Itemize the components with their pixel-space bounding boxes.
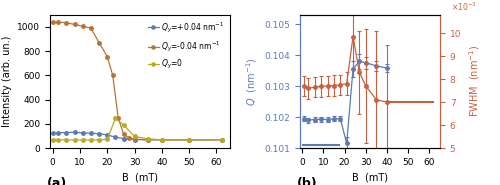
$Q_y$=-0.04 nm$^{-1}$ — [104, 56, 110, 58]
$Q_y$=+0.04 nm$^{-1}$ — [145, 139, 151, 141]
$Q_y$=+0.04 nm$^{-1}$ — [219, 139, 225, 141]
$Q_y$=+0.04 nm$^{-1}$ — [104, 134, 110, 136]
$Q_y$=-0.04 nm$^{-1}$ — [132, 138, 138, 140]
$Q_y$=0 — [145, 138, 151, 140]
Line: $Q_y$=0: $Q_y$=0 — [51, 117, 224, 142]
$Q_y$=0 — [50, 139, 56, 141]
$Q_y$=-0.04 nm$^{-1}$ — [145, 139, 151, 141]
$Q_y$=-0.04 nm$^{-1}$ — [80, 25, 86, 27]
$Q_y$=0 — [132, 135, 138, 138]
$Q_y$=0 — [219, 139, 225, 141]
$Q_y$=-0.04 nm$^{-1}$ — [64, 22, 70, 24]
$Q_y$=+0.04 nm$^{-1}$ — [88, 132, 94, 134]
$Q_y$=-0.04 nm$^{-1}$ — [159, 139, 165, 141]
$Q_y$=-0.04 nm$^{-1}$ — [88, 27, 94, 29]
$Q_y$=+0.04 nm$^{-1}$ — [112, 136, 118, 138]
$Q_y$=0 — [80, 139, 86, 141]
$Q_y$=+0.04 nm$^{-1}$ — [96, 133, 102, 135]
$Q_y$=0 — [72, 139, 78, 141]
Text: (b): (b) — [297, 177, 318, 185]
$Q_y$=-0.04 nm$^{-1}$ — [110, 74, 116, 76]
$Q_y$=+0.04 nm$^{-1}$ — [120, 137, 126, 140]
$Q_y$=+0.04 nm$^{-1}$ — [64, 131, 70, 134]
$Q_y$=+0.04 nm$^{-1}$ — [80, 132, 86, 134]
$Q_y$=0 — [88, 139, 94, 141]
Y-axis label: FWHM  (nm$^{-1}$): FWHM (nm$^{-1}$) — [467, 45, 481, 117]
$Q_y$=0 — [64, 139, 70, 141]
$Q_y$=0 — [186, 139, 192, 141]
$Q_y$=0 — [112, 117, 118, 120]
$Q_y$=-0.04 nm$^{-1}$ — [96, 42, 102, 44]
$Q_y$=-0.04 nm$^{-1}$ — [186, 139, 192, 141]
$Q_y$=+0.04 nm$^{-1}$ — [186, 139, 192, 141]
$Q_y$=-0.04 nm$^{-1}$ — [115, 117, 121, 119]
$Q_y$=0 — [104, 138, 110, 140]
Line: $Q_y$=-0.04 nm$^{-1}$: $Q_y$=-0.04 nm$^{-1}$ — [51, 20, 224, 142]
$Q_y$=0 — [120, 124, 126, 126]
Legend: $Q_y$=+0.04 nm$^{-1}$, $Q_y$=-0.04 nm$^{-1}$, $Q_y$=0: $Q_y$=+0.04 nm$^{-1}$, $Q_y$=-0.04 nm$^{… — [146, 19, 226, 73]
Line: $Q_y$=+0.04 nm$^{-1}$: $Q_y$=+0.04 nm$^{-1}$ — [51, 131, 224, 142]
$Q_y$=+0.04 nm$^{-1}$ — [72, 131, 78, 133]
X-axis label: B  (mT): B (mT) — [352, 172, 388, 182]
X-axis label: B  (mT): B (mT) — [122, 172, 158, 182]
$Q_y$=+0.04 nm$^{-1}$ — [55, 132, 61, 134]
$Q_y$=-0.04 nm$^{-1}$ — [50, 21, 56, 23]
Y-axis label: Intensity (arb. un.): Intensity (arb. un.) — [2, 36, 12, 127]
$Q_y$=-0.04 nm$^{-1}$ — [120, 133, 126, 135]
Text: (a): (a) — [46, 177, 66, 185]
$Q_y$=-0.04 nm$^{-1}$ — [55, 21, 61, 23]
$Q_y$=-0.04 nm$^{-1}$ — [126, 137, 132, 139]
$Q_y$=-0.04 nm$^{-1}$ — [72, 23, 78, 26]
$Q_y$=0 — [159, 139, 165, 141]
$Q_y$=+0.04 nm$^{-1}$ — [159, 139, 165, 141]
Y-axis label: $Q$  (nm$^{-1}$): $Q$ (nm$^{-1}$) — [244, 57, 259, 106]
Text: $\times10^{-3}$: $\times10^{-3}$ — [451, 1, 477, 14]
$Q_y$=+0.04 nm$^{-1}$ — [50, 132, 56, 134]
$Q_y$=-0.04 nm$^{-1}$ — [219, 139, 225, 141]
$Q_y$=0 — [96, 139, 102, 141]
$Q_y$=+0.04 nm$^{-1}$ — [132, 138, 138, 141]
$Q_y$=0 — [55, 139, 61, 141]
